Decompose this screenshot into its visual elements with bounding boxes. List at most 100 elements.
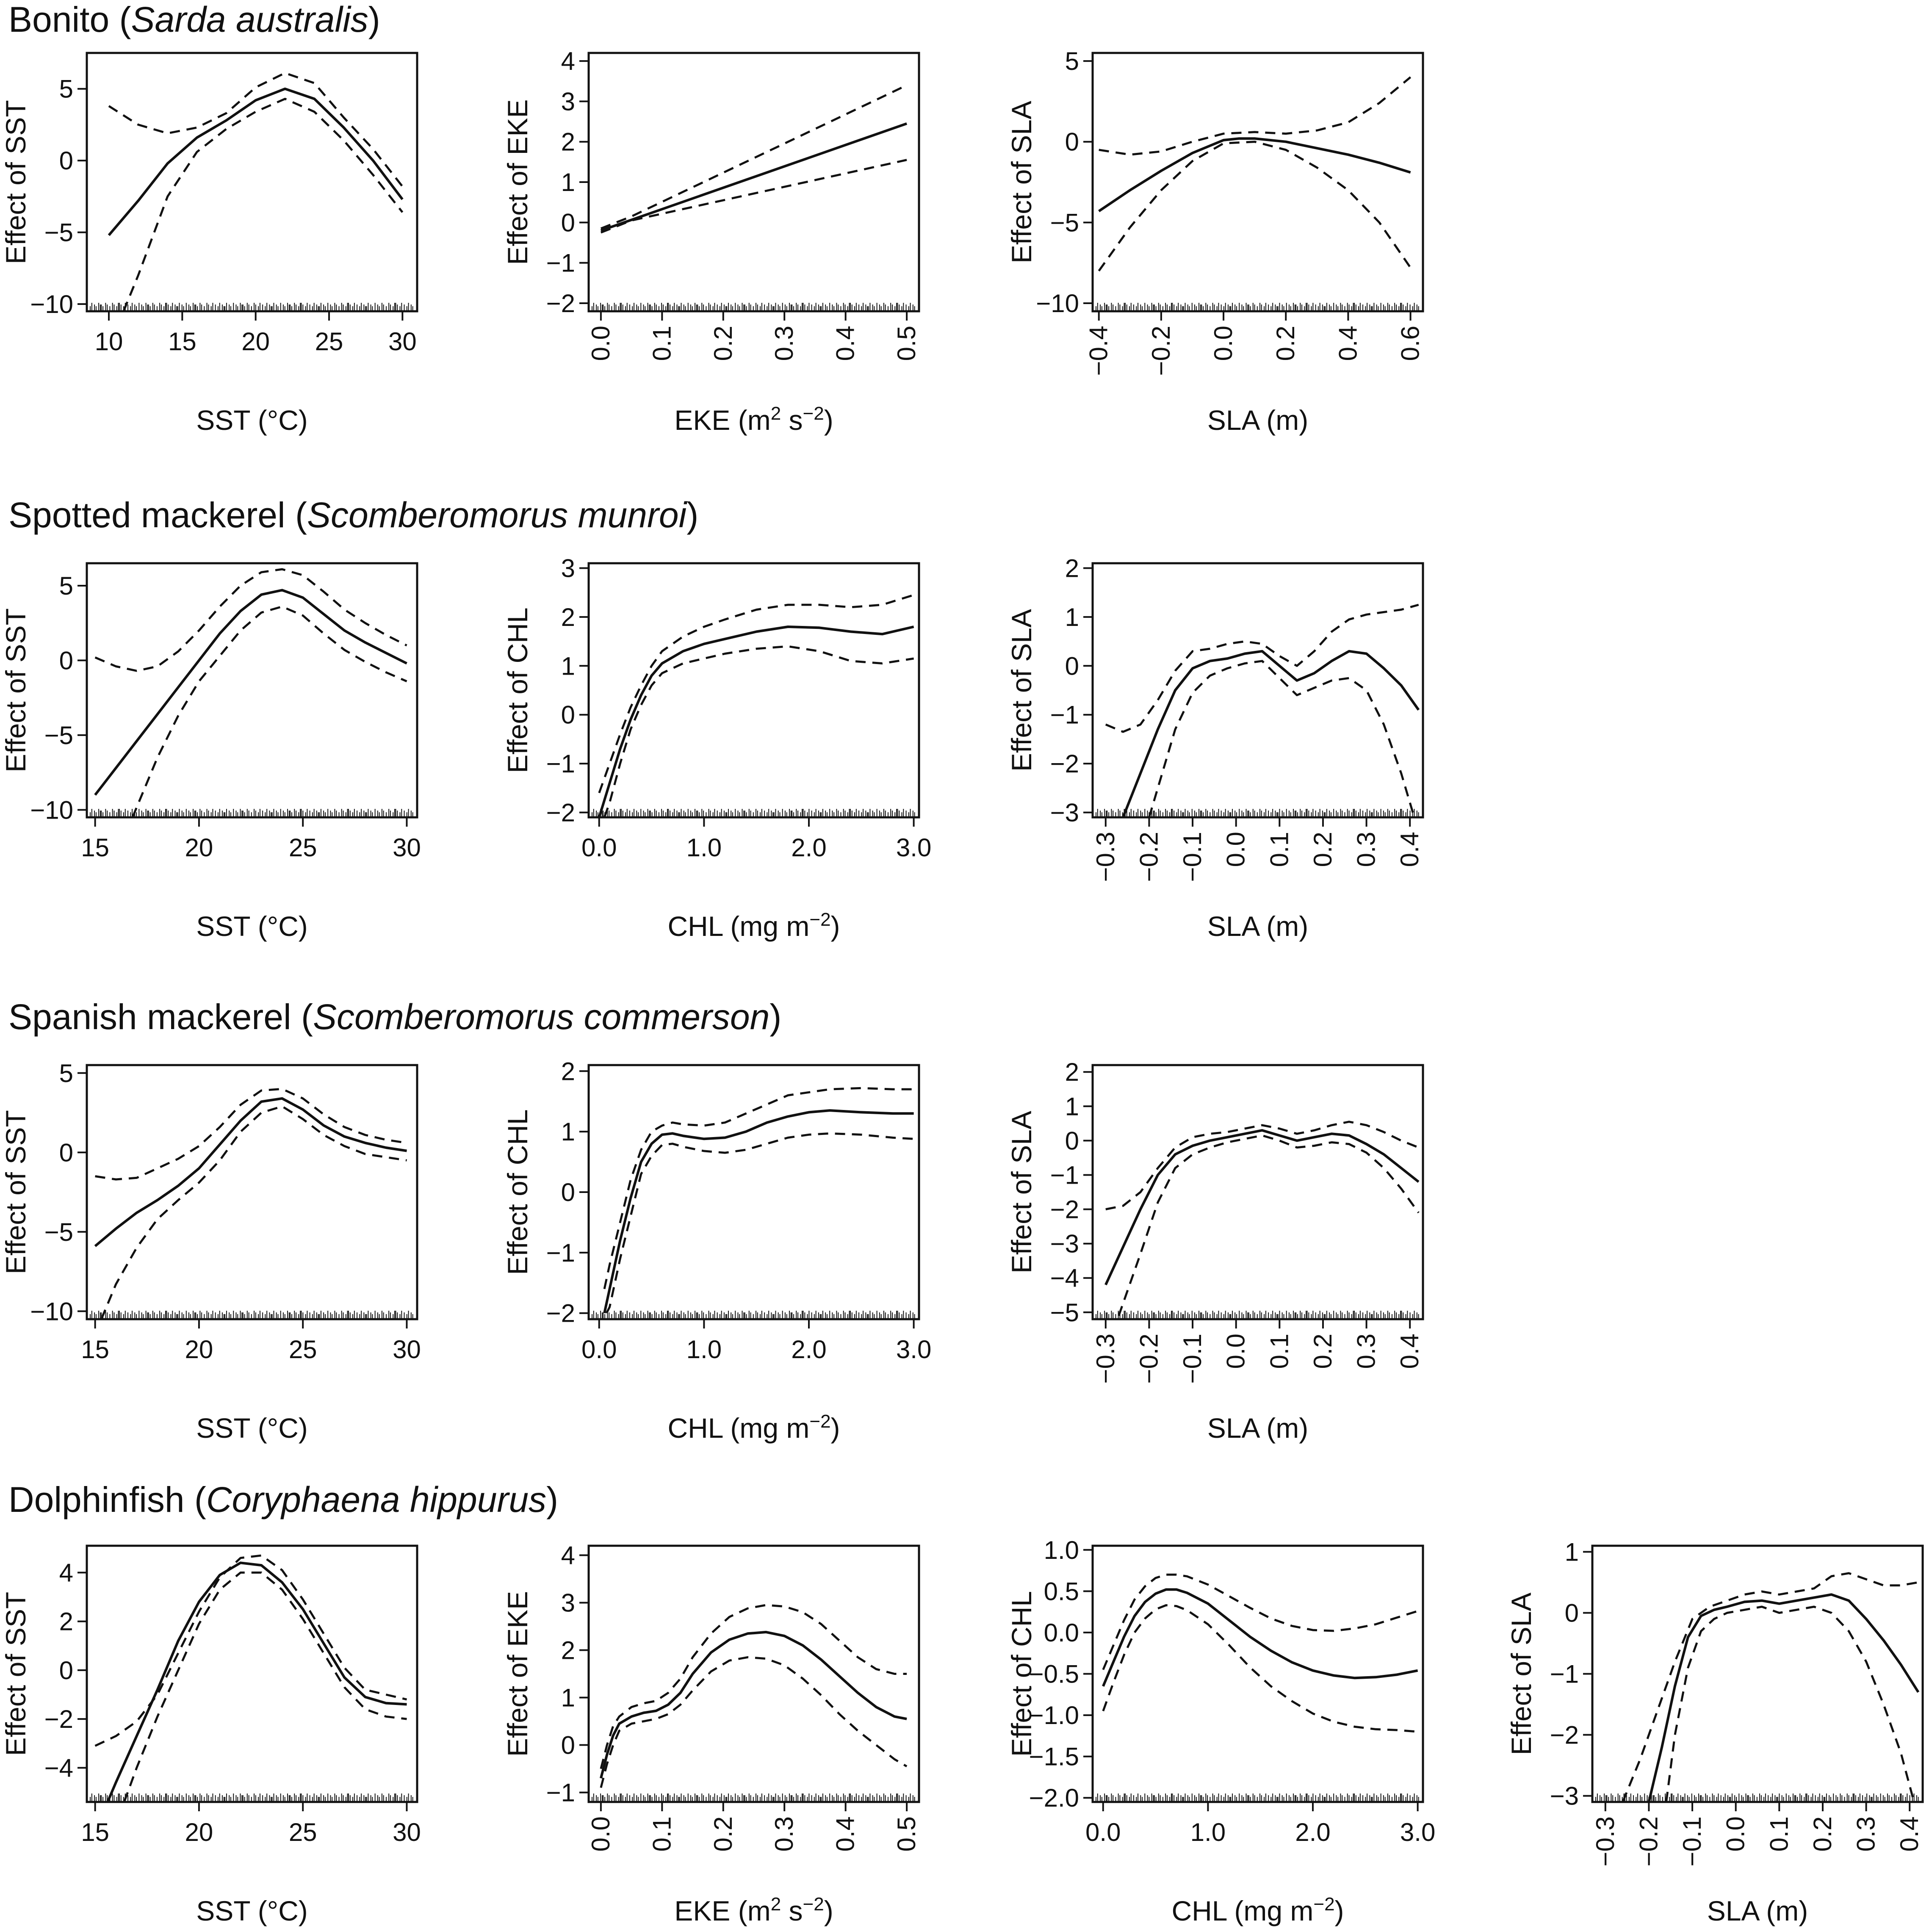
effect-chart-2-1: −10 −5 0 5 15 20 25 30 SST (°C) Effect of SST [0,562,421,942]
effect-chart-2-3: −3 −2 −1 0 1 2 −0.3 −0.2 −0.1 0.0 0.1 0.2 0.3 0.4 SLA … [1006,554,1424,942]
rug-marks [592,303,915,311]
y-tick-label: 2 [561,603,575,631]
x-tick-label: 3.0 [896,833,931,862]
series-fit-line [94,1097,407,1247]
x-tick-label: −0.1 [1178,832,1207,882]
y-axis-label: Effect of CHL [502,607,533,773]
x-tick-label: 0.5 [892,326,921,361]
x-tick-label: 0.2 [1309,832,1337,867]
y-tick-label: 5 [59,572,73,600]
rug-marks [1096,1311,1419,1319]
species-scientific-name: Scomberomorus munroi [307,495,688,535]
y-tick-label: −5 [1050,208,1079,237]
y-tick-label: −0.5 [1029,1660,1079,1688]
x-tick-label: 0.1 [648,1816,676,1852]
y-tick-label: −3 [1550,1782,1579,1810]
x-tick-label: −0.2 [1634,1816,1663,1866]
series-fit-line [1098,137,1411,213]
x-tick-label: 1.0 [686,833,722,862]
y-tick-label: −1 [546,249,575,277]
x-tick-label: 0.4 [831,1816,860,1852]
rug-marks [90,809,413,817]
y-tick-label: 2 [561,1057,575,1085]
effect-chart-4-1: −4 −2 0 2 4 15 20 25 30 SST (°C) Effect of SST [0,1544,421,1926]
y-tick-label: 1.0 [1044,1536,1079,1564]
y-axis-label: Effect of SLA [1506,1592,1537,1755]
x-axis-label: SLA (m) [1707,1895,1808,1926]
series-upper-line [94,568,407,672]
x-tick-label: 0.4 [831,326,860,361]
x-tick-label: 15 [168,327,197,356]
series-lower-line [1098,141,1412,272]
x-axis-label: CHL (mg m−2) [667,909,840,942]
series-upper-line [1105,603,1419,733]
series-lower-line [100,1105,407,1319]
x-tick-label: 0.0 [1222,832,1250,867]
y-tick-label: 0.0 [1044,1619,1079,1647]
x-tick-label: −0.2 [1147,326,1175,376]
x-tick-label: −0.3 [1091,832,1120,882]
species-title: Spotted mackerel (Scomberomorus munroi) [8,495,698,535]
effect-chart-3-2: −2 −1 0 1 2 0.0 1.0 2.0 3.0 CHL (mg m−2) Effect of… [502,1057,931,1444]
x-tick-label: 30 [393,1335,421,1364]
y-tick-label: 4 [561,1541,575,1569]
y-tick-label: −1 [1050,1161,1079,1189]
y-tick-label: −5 [44,721,73,750]
y-tick-label: 1 [561,1118,575,1146]
series-lower-line [1102,1604,1418,1733]
x-tick-label: 2.0 [791,1335,826,1364]
y-axis-label: Effect of SST [0,100,31,264]
y-tick-label: 0 [561,701,575,729]
series-lower-line [603,645,914,817]
series-fit-line [1122,650,1420,817]
species-title: Dolphinfish (Coryphaena hippurus) [8,1480,558,1519]
series-lower-line [600,159,907,234]
x-tick-label: 25 [289,833,317,862]
effect-chart-1-1: −10 −5 0 5 10 15 20 25 30 SST (°C) Effect of SST [0,52,418,436]
x-tick-label: −0.1 [1678,1816,1706,1866]
y-tick-label: 0 [1565,1599,1579,1627]
y-tick-label: 0 [59,1138,73,1167]
x-tick-label: 20 [185,833,213,862]
x-axis-label: SST (°C) [196,911,308,942]
x-axis-label: EKE (m2 s−2) [674,1894,833,1927]
y-tick-label: −10 [30,1297,73,1326]
series-fit-line [598,625,914,817]
x-tick-label: 25 [315,327,343,356]
series-upper-line [95,1088,407,1181]
x-axis-label: SLA (m) [1207,404,1308,436]
x-tick-label: 0.3 [1852,1816,1880,1852]
plot-frame [1091,1064,1424,1320]
series-fit-line [94,589,407,796]
y-tick-label: 1 [561,652,575,680]
x-tick-label: −0.4 [1085,326,1113,376]
rug-marks [1096,809,1419,817]
rug-marks [592,1793,915,1802]
y-tick-label: −5 [1050,1298,1079,1327]
y-tick-label: 2 [561,1636,575,1664]
y-axis-label: Effect of EKE [502,99,533,265]
x-tick-label: 10 [95,327,123,356]
y-tick-label: 5 [1065,47,1079,75]
y-axis-label: Effect of CHL [502,1109,533,1275]
species-scientific-name: Coryphaena hippurus [206,1480,546,1519]
x-tick-label: 0.4 [1895,1816,1924,1852]
y-tick-label: −1 [1550,1660,1579,1688]
plot-frame [587,1064,920,1320]
rug-marks [90,1311,413,1319]
plot-frame [587,52,920,313]
x-tick-label: 0.0 [1722,1816,1750,1852]
x-axis-label: CHL (mg m−2) [1171,1894,1344,1927]
species-title: Spanish mackerel (Scomberomorus commerso… [8,997,781,1037]
effect-chart-3-3: −5 −4 −3 −2 −1 0 1 2 −0.3 −0.2 −0.1 0.0 0.1 0.2 0.3 0.4… [1006,1058,1424,1444]
y-tick-label: 0 [561,1178,575,1207]
series-lower-line [605,1132,914,1314]
x-tick-label: −0.3 [1091,1334,1120,1384]
species-common-name: Spanish mackerel [8,997,291,1037]
x-tick-label: 0.4 [1334,326,1362,361]
y-tick-label: 3 [561,554,575,583]
y-tick-label: −2 [44,1705,73,1733]
series-upper-line [1105,1121,1419,1210]
series-fit-line [1647,1593,1920,1802]
